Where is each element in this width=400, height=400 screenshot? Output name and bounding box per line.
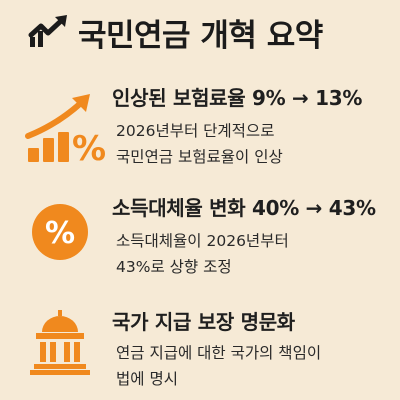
section-title: 인상된 보험료율 9% → 13%	[112, 86, 363, 110]
section-desc-line: 국민연금 보험료율이 인상	[116, 148, 283, 166]
svg-text:%: %	[45, 216, 75, 251]
section-desc-line: 43%로 상향 조정	[116, 258, 232, 276]
section-desc-line: 2026년부터 단계적으로	[116, 122, 275, 140]
section-desc-line: 소득대체율이 2026년부터	[116, 232, 289, 250]
page-header: 국민연금 개혁 요약	[28, 10, 323, 55]
section-desc-line: 연금 지급에 대한 국가의 책임이	[116, 344, 322, 362]
section-title: 국가 지급 보장 명문화	[112, 310, 295, 334]
rising-bar-percent-icon: %	[25, 94, 106, 164]
section-title: 소득대체율 변화 40% → 43%	[112, 196, 376, 220]
page-title: 국민연금 개혁 요약	[78, 18, 323, 54]
svg-text:%: %	[72, 129, 106, 164]
government-building-icon	[30, 310, 90, 375]
section-desc-line: 법에 명시	[116, 370, 178, 388]
trending-up-chart-icon	[28, 14, 67, 47]
percent-circle-icon: %	[32, 204, 88, 260]
